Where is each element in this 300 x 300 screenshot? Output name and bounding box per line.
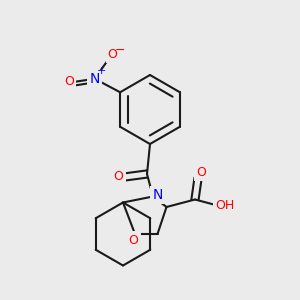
Text: N: N: [89, 72, 100, 86]
Text: O: O: [108, 48, 118, 61]
Text: N: N: [152, 188, 163, 202]
Text: −: −: [115, 44, 125, 57]
Text: O: O: [64, 75, 74, 88]
Text: O: O: [114, 170, 123, 184]
Text: O: O: [196, 166, 206, 179]
Text: OH: OH: [215, 199, 235, 212]
Text: +: +: [97, 66, 106, 76]
Text: O: O: [129, 233, 138, 247]
